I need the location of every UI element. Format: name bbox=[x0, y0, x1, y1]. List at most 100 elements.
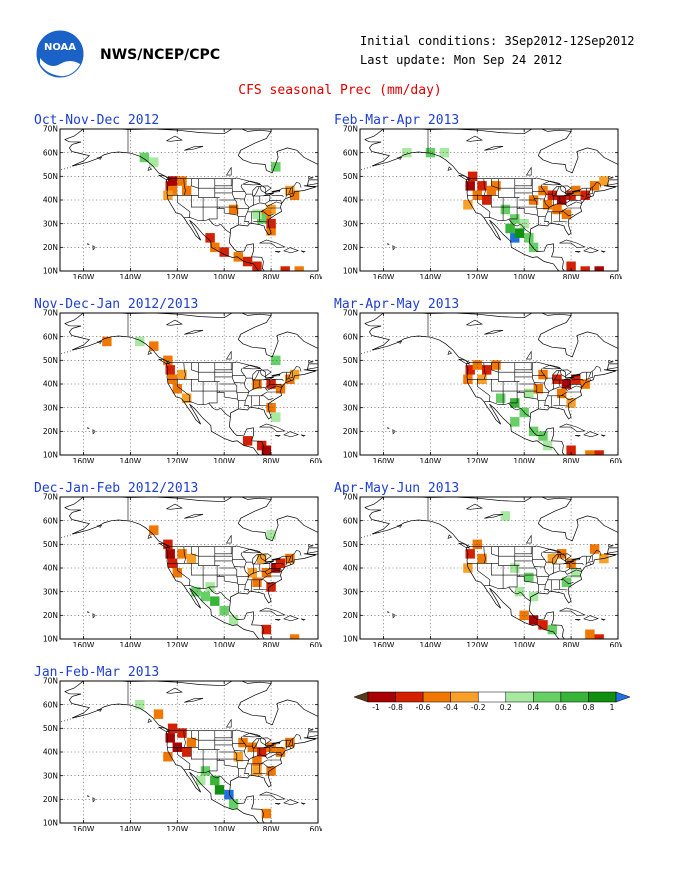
y-tick-label: 50N bbox=[343, 540, 358, 549]
anomaly-cell bbox=[102, 336, 112, 347]
x-tick-label: 80W bbox=[263, 825, 281, 831]
anomaly-cell bbox=[252, 577, 262, 587]
y-tick-label: 40N bbox=[343, 196, 358, 205]
y-tick-label: 50N bbox=[343, 356, 358, 365]
state-border bbox=[208, 749, 218, 772]
y-tick-label: 60N bbox=[343, 332, 358, 341]
state-border bbox=[286, 193, 294, 196]
anomaly-cell bbox=[275, 384, 286, 394]
state-border bbox=[498, 188, 520, 198]
state-border bbox=[264, 569, 277, 575]
state-border bbox=[534, 382, 545, 384]
x-tick-label: 60W bbox=[610, 273, 622, 279]
island-outline bbox=[600, 618, 606, 621]
island-outline bbox=[575, 251, 581, 253]
y-tick-label: 10N bbox=[343, 635, 358, 644]
lake-outline bbox=[252, 370, 260, 381]
state-border bbox=[547, 575, 581, 581]
anomaly-cell bbox=[547, 624, 557, 635]
y-tick-label: 20N bbox=[43, 795, 58, 804]
state-border bbox=[276, 753, 282, 756]
panel-title: Oct-Nov-Dec 2012 bbox=[34, 113, 160, 128]
x-tick-label: 100W bbox=[213, 825, 235, 831]
state-border bbox=[285, 188, 288, 198]
state-border bbox=[247, 759, 281, 765]
anomaly-cell bbox=[505, 223, 515, 234]
state-border bbox=[259, 221, 268, 223]
anomaly-cell bbox=[252, 209, 262, 219]
island-outline bbox=[308, 544, 314, 547]
y-tick-label: 50N bbox=[43, 724, 58, 733]
state-border bbox=[291, 187, 294, 193]
anomaly-cell bbox=[271, 563, 281, 573]
state-border bbox=[177, 379, 191, 397]
anomaly-cell bbox=[599, 176, 609, 186]
island-outline bbox=[96, 525, 103, 528]
legend-label: 0.8 bbox=[582, 703, 594, 712]
anomaly-cell bbox=[477, 553, 487, 564]
anomaly-cell bbox=[585, 629, 595, 639]
lake-outline bbox=[259, 737, 272, 746]
island-outline bbox=[158, 358, 171, 365]
anomaly-cell bbox=[463, 563, 473, 573]
anomaly-cell bbox=[566, 558, 576, 568]
state-border bbox=[234, 382, 245, 384]
lake-outline bbox=[525, 534, 532, 544]
coastline bbox=[364, 313, 618, 455]
island-outline bbox=[87, 242, 90, 245]
y-tick-label: 30N bbox=[343, 587, 358, 596]
island-outline bbox=[259, 423, 286, 432]
legend-swatch bbox=[367, 691, 396, 703]
state-border bbox=[288, 188, 292, 194]
state-border bbox=[576, 385, 582, 388]
anomaly-cell bbox=[252, 756, 262, 767]
state-border bbox=[219, 207, 238, 216]
y-tick-label: 10N bbox=[43, 267, 58, 276]
state-border bbox=[247, 575, 281, 581]
state-border bbox=[540, 551, 546, 560]
x-tick-label: 100W bbox=[513, 457, 535, 463]
state-border bbox=[271, 379, 284, 382]
panel-title: Dec-Jan-Feb 2012/2013 bbox=[34, 481, 199, 496]
anomaly-cell bbox=[266, 379, 276, 389]
state-border bbox=[177, 747, 191, 765]
state-border bbox=[263, 763, 274, 769]
lake-outline bbox=[552, 370, 560, 381]
state-border bbox=[559, 378, 581, 385]
state-border bbox=[519, 391, 538, 400]
x-tick-label: 80W bbox=[263, 641, 281, 647]
island-outline bbox=[396, 157, 403, 160]
state-border bbox=[571, 563, 584, 566]
x-tick-label: 80W bbox=[563, 641, 581, 647]
island-outline bbox=[396, 341, 403, 344]
island-outline bbox=[603, 183, 618, 188]
anomaly-cell bbox=[177, 176, 187, 186]
anomaly-cell bbox=[580, 190, 590, 200]
state-border bbox=[548, 570, 566, 577]
state-border bbox=[477, 379, 491, 397]
x-tick-label: 120W bbox=[466, 641, 488, 647]
state-border bbox=[280, 384, 282, 388]
state-border bbox=[559, 562, 581, 569]
lake-outline bbox=[484, 514, 504, 519]
x-tick-label: 140W bbox=[119, 273, 141, 279]
state-border bbox=[508, 381, 518, 404]
map-panel: Feb-Mar-Apr 2013 70N 60N 50N 40N 30N 20N 10N 16… bbox=[332, 113, 622, 279]
lake-outline bbox=[465, 503, 483, 510]
state-border bbox=[276, 385, 282, 388]
state-border bbox=[588, 372, 592, 378]
state-border bbox=[264, 200, 270, 205]
y-tick-label: 20N bbox=[343, 427, 358, 436]
anomaly-cell bbox=[552, 374, 562, 384]
legend-swatch bbox=[450, 691, 479, 703]
state-border bbox=[271, 195, 284, 198]
state-border bbox=[559, 221, 568, 223]
anomaly-cell bbox=[514, 228, 525, 238]
anomaly-cell bbox=[163, 752, 173, 762]
state-border bbox=[559, 194, 581, 201]
state-border bbox=[240, 551, 246, 560]
state-border bbox=[483, 546, 486, 564]
y-tick-label: 70N bbox=[343, 309, 358, 318]
state-border bbox=[288, 372, 292, 378]
lake-outline bbox=[271, 557, 281, 561]
